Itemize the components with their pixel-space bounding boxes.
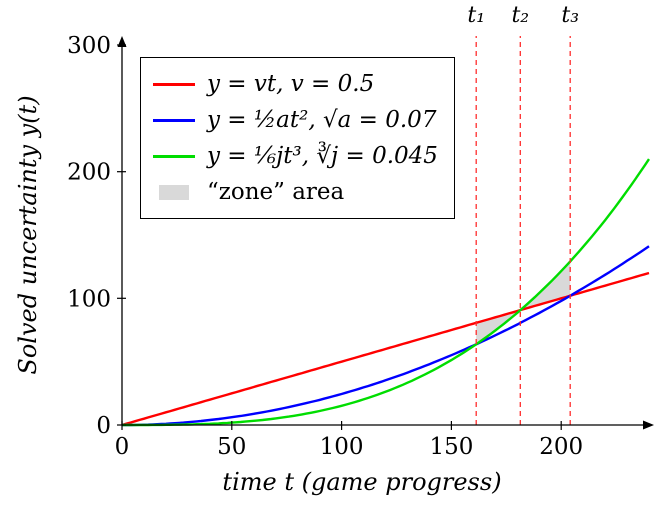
x-tick-label: 0 xyxy=(115,434,130,460)
legend-label-zone: “zone” area xyxy=(207,179,345,205)
series-linear xyxy=(121,271,650,427)
t-marker-label: t₁ xyxy=(467,3,485,28)
y-axis-arrow xyxy=(117,36,127,47)
x-tick-label: 50 xyxy=(217,434,246,460)
y-axis-label: Solved uncertainty y(t) xyxy=(14,95,42,375)
x-tick-label: 200 xyxy=(539,434,583,460)
legend-swatch-linear xyxy=(153,82,195,86)
legend-label-cubic: y = ⅙jt³, ∛j = 0.045 xyxy=(207,143,438,169)
legend-swatch-cubic xyxy=(153,154,195,158)
y-tick-label: 100 xyxy=(67,286,111,312)
legend-item-linear: y = vt, v = 0.5 xyxy=(153,66,438,102)
series-cubic xyxy=(122,158,650,427)
y-tick-label: 300 xyxy=(67,33,111,59)
x-tick-label: 100 xyxy=(320,434,364,460)
legend-swatch-quadratic xyxy=(153,118,195,122)
legend: y = vt, v = 0.5 y = ½at², √a = 0.07 y = … xyxy=(140,57,455,219)
x-axis-arrow xyxy=(643,420,654,430)
legend-item-zone: “zone” area xyxy=(153,174,438,210)
y-tick-label: 200 xyxy=(67,160,111,186)
y-tick-label: 0 xyxy=(96,413,111,439)
t-marker-label: t₂ xyxy=(511,3,529,28)
legend-swatch-zone xyxy=(159,184,189,200)
legend-label-linear: y = vt, v = 0.5 xyxy=(207,71,375,97)
legend-item-quadratic: y = ½at², √a = 0.07 xyxy=(153,102,438,138)
x-axis-label: time t (game progress) xyxy=(222,468,502,496)
x-tick-label: 150 xyxy=(429,434,473,460)
t-marker-label: t₃ xyxy=(561,3,579,28)
zone-area xyxy=(476,261,571,345)
series-quadratic xyxy=(122,245,650,427)
legend-label-quadratic: y = ½at², √a = 0.07 xyxy=(207,107,437,133)
legend-item-cubic: y = ⅙jt³, ∛j = 0.045 xyxy=(153,138,438,174)
